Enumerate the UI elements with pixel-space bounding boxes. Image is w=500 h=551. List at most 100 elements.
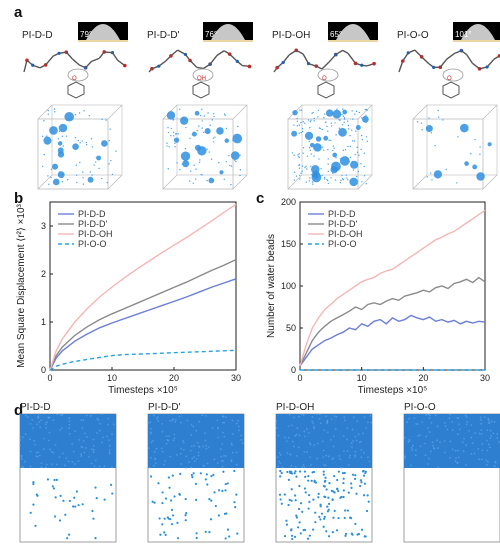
water-texture — [112, 423, 115, 426]
water-bead — [74, 136, 77, 139]
water-bead — [48, 183, 50, 185]
water-cluster — [323, 135, 329, 141]
water-bead — [342, 115, 345, 117]
molecule-bond — [282, 54, 290, 63]
water-bead — [313, 120, 315, 122]
water-texture — [98, 429, 101, 432]
water-texture — [172, 418, 175, 421]
water-texture — [89, 415, 92, 417]
penetrated-water-bead — [279, 475, 282, 478]
water-texture — [316, 442, 319, 445]
water-bead — [345, 174, 347, 176]
water-texture — [40, 462, 43, 465]
penetrated-water-bead — [290, 499, 293, 502]
water-bead — [352, 166, 355, 169]
water-texture — [24, 433, 27, 436]
penetrated-water-bead — [366, 494, 369, 497]
water-bead — [456, 182, 458, 184]
water-bead — [298, 124, 301, 126]
water-bead — [173, 131, 175, 133]
water-texture — [40, 419, 43, 422]
water-cluster — [191, 131, 197, 137]
water-bead — [201, 108, 203, 110]
penetrated-water-bead — [278, 493, 282, 496]
water-bead — [318, 158, 320, 160]
water-texture — [451, 429, 454, 432]
penetrated-water-bead — [342, 477, 345, 480]
substrate-line — [328, 40, 378, 42]
penetrated-water-bead — [323, 517, 326, 520]
molecule-bond — [295, 49, 304, 55]
water-texture — [64, 464, 66, 467]
water-texture — [326, 422, 329, 425]
penetrated-water-bead — [64, 513, 67, 516]
water-bead — [305, 181, 308, 183]
water-bead — [195, 178, 197, 180]
water-bead — [307, 119, 310, 121]
penetrated-water-bead — [221, 489, 224, 493]
water-bead — [365, 121, 367, 124]
penetrated-water-bead — [233, 469, 236, 473]
water-texture — [225, 416, 227, 418]
water-bead — [338, 119, 340, 121]
water-bead — [79, 142, 81, 144]
water-texture — [415, 422, 417, 425]
zoom-ellipse — [67, 68, 89, 82]
water-texture — [448, 417, 451, 420]
water-bead — [355, 175, 358, 178]
water-texture — [359, 440, 362, 443]
water-bead — [349, 134, 351, 137]
water-texture — [350, 442, 353, 445]
water-texture — [325, 454, 327, 457]
water-texture — [20, 456, 23, 458]
water-bead — [322, 149, 325, 151]
water-texture — [173, 437, 176, 440]
water-texture — [354, 450, 357, 453]
water-bead — [71, 116, 74, 118]
legend-label: PI-D-D' — [328, 219, 357, 229]
water-texture — [303, 430, 306, 433]
penetrated-water-bead — [326, 505, 329, 508]
water-texture — [411, 449, 414, 451]
water-bead — [317, 175, 320, 177]
penetrated-water-bead — [194, 482, 198, 485]
penetrated-water-bead — [325, 488, 328, 491]
cube-edge — [482, 104, 498, 120]
water-bead — [228, 154, 230, 157]
penetrated-water-bead — [55, 478, 58, 482]
cube-edge — [232, 104, 248, 120]
contact-angle-value: 65° — [330, 30, 342, 39]
water-cluster — [179, 116, 189, 125]
water-cluster — [325, 109, 334, 117]
cube-edge — [412, 174, 428, 190]
series-line — [49, 258, 237, 371]
cube-edge — [107, 104, 123, 120]
water-bead — [363, 152, 366, 154]
water-texture — [487, 417, 490, 420]
water-texture — [231, 444, 233, 446]
water-texture — [464, 464, 467, 467]
water-bead — [341, 113, 343, 116]
penetrated-water-bead — [296, 526, 300, 529]
penetrated-water-bead — [288, 498, 291, 502]
water-texture — [108, 449, 111, 451]
water-texture — [29, 422, 32, 425]
water-bead — [46, 135, 48, 137]
water-bead — [82, 183, 85, 185]
water-texture — [410, 464, 413, 467]
water-texture — [197, 454, 200, 457]
penetrated-water-bead — [312, 528, 315, 531]
water-texture — [344, 419, 346, 422]
water-bead — [345, 159, 347, 161]
penetrated-water-bead — [217, 489, 221, 492]
water-bead — [54, 111, 56, 113]
penetrated-water-bead — [310, 479, 313, 482]
water-bead — [198, 125, 200, 127]
water-bead — [233, 159, 236, 161]
water-bead — [293, 154, 295, 156]
water-texture — [487, 419, 490, 422]
penetrated-water-bead — [149, 475, 153, 478]
water-cluster — [311, 165, 320, 174]
water-texture — [311, 420, 314, 423]
water-texture — [240, 434, 243, 437]
